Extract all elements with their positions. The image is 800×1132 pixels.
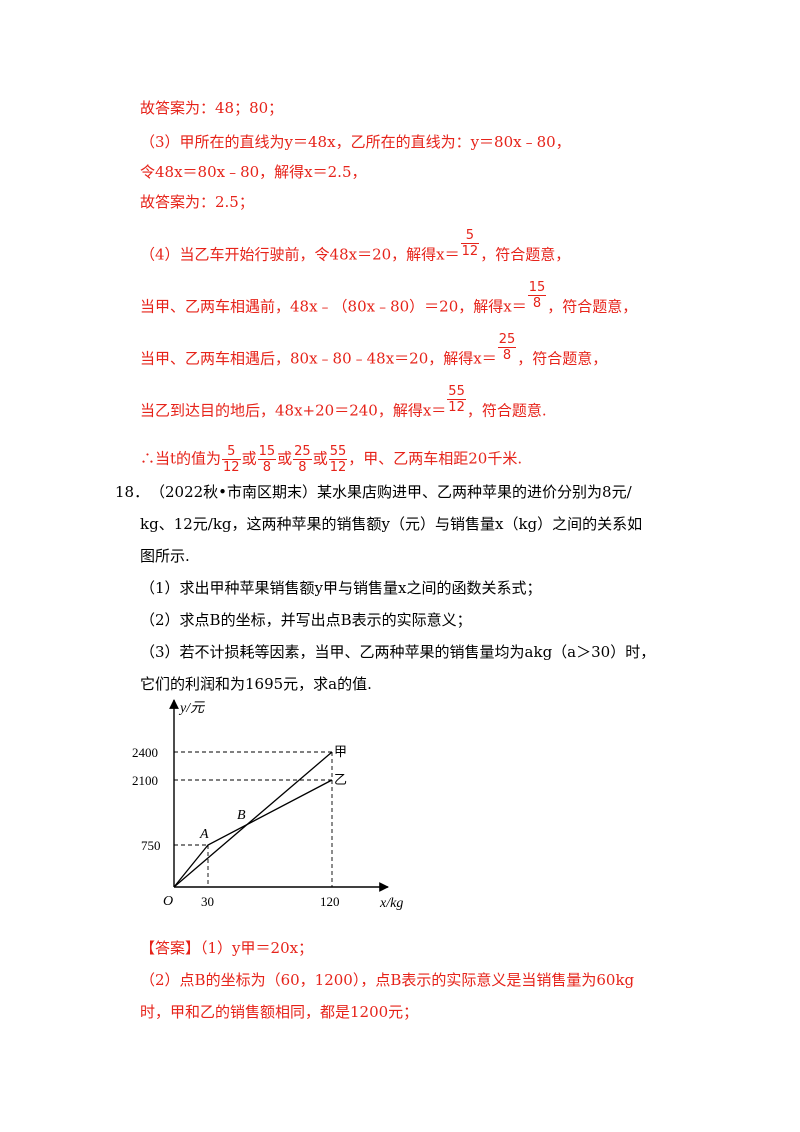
answer-line-48-80: 故答案为：48；80； [140,99,284,117]
problem-number: 18． [115,483,150,501]
part4-case1: （4）当乙车开始行驶前，令48x＝20，解得x＝ 5 12 ，符合题意， [140,228,571,271]
fraction: 25 8 [293,444,312,475]
case4-text: 当乙到达目的地后，48x+20＝240，解得x＝ [140,401,447,420]
answer-part2-line1: （2）点B的坐标为（60，1200），点B表示的实际意义是当销售量为60kg [140,971,635,989]
case1-text: （4）当乙车开始行驶前，令48x＝20，解得x＝ [140,245,460,264]
line-jia [173,751,333,888]
part4-case3: 当甲、乙两车相遇后，80x﹣80﹣48x＝20，解得x＝ 25 8 ，符合题意， [140,332,608,375]
fraction: 15 8 [257,444,277,475]
label-jia: 甲 [334,744,347,759]
x-axis-label: x/kg [379,896,403,911]
y-tick-2400: 2400 [132,745,158,760]
fraction: 25 8 [497,332,517,363]
fraction: 15 8 [527,280,547,311]
answer-part1: （1）y甲＝20x； [200,939,314,957]
case4-tail: ，符合题意. [466,401,547,420]
answer-line-2.5: 故答案为：2.5； [140,193,254,211]
problem-stem-line1: （2022秋•市南区期末）某水果店购进甲、乙两种苹果的进价分别为8元/ [150,483,632,501]
question-3-line1: （3）若不计损耗等因素，当甲、乙两种苹果的销售量均为akg（a＞30）时， [140,643,656,661]
fraction: 55 12 [328,444,348,475]
fraction: 5 12 [460,228,480,259]
x-tick-120: 120 [320,894,340,909]
conclusion-prefix: ∴当t的值为 [140,449,222,468]
case3-tail: ，符合题意， [517,349,608,368]
problem-stem-line2: kg、12元/kg，这两种苹果的销售额y（元）与销售量x（kg）之间的关系如 [140,515,643,533]
fraction: 5 12 [222,444,241,475]
question-2: （2）求点B的坐标，并写出点B表示的实际意义； [140,611,472,629]
case2-text: 当甲、乙两车相遇前，48x﹣（80x﹣80）＝20，解得x＝ [140,297,527,316]
case3-text: 当甲、乙两车相遇后，80x﹣80﹣48x＝20，解得x＝ [140,349,497,368]
fraction: 55 12 [447,384,466,415]
y-tick-750: 750 [141,838,161,853]
line-yi [173,779,333,888]
conclusion-line: ∴当t的值为 5 12 或 15 8 或 25 8 或 55 12 ，甲、乙两车相距20千米. [140,444,523,475]
case1-tail: ，符合题意， [480,245,571,264]
origin-label: O [163,894,173,909]
question-3-line2: 它们的利润和为1695元，求a的值. [140,675,372,693]
answer-tag: 【答案】 [140,939,201,957]
answer-part2-line2: 时，甲和乙的销售额相同，都是1200元； [140,1003,419,1021]
part3-line1: （3）甲所在的直线为y＝48x，乙所在的直线为：y＝80x﹣80， [140,133,571,151]
point-a-label: A [199,827,209,842]
part3-line2: 令48x＝80x﹣80，解得x＝2.5， [140,163,367,181]
part4-case2: 当甲、乙两车相遇前，48x﹣（80x﹣80）＝20，解得x＝ 15 8 ，符合题意， [140,280,638,323]
label-yi: 乙 [334,772,347,787]
question-1: （1）求出甲种苹果销售额y甲与销售量x之间的函数关系式； [140,579,542,597]
part4-case4: 当乙到达目的地后，48x+20＝240，解得x＝ 55 12 ，符合题意. [140,384,547,427]
conclusion-suffix: ，甲、乙两车相距20千米. [348,449,523,468]
y-tick-2100: 2100 [132,773,158,788]
y-axis-label: y/元 [178,701,205,716]
case2-tail: ，符合题意， [547,297,638,316]
answer-line1: 【答案】（1）y甲＝20x； [140,938,313,958]
problem-stem-line3: 图所示. [140,547,190,565]
function-graph: y/元 x/kg O 2400 2100 750 30 120 甲 乙 A B [132,699,403,911]
x-tick-30: 30 [201,894,214,909]
point-b-label: B [237,808,246,823]
